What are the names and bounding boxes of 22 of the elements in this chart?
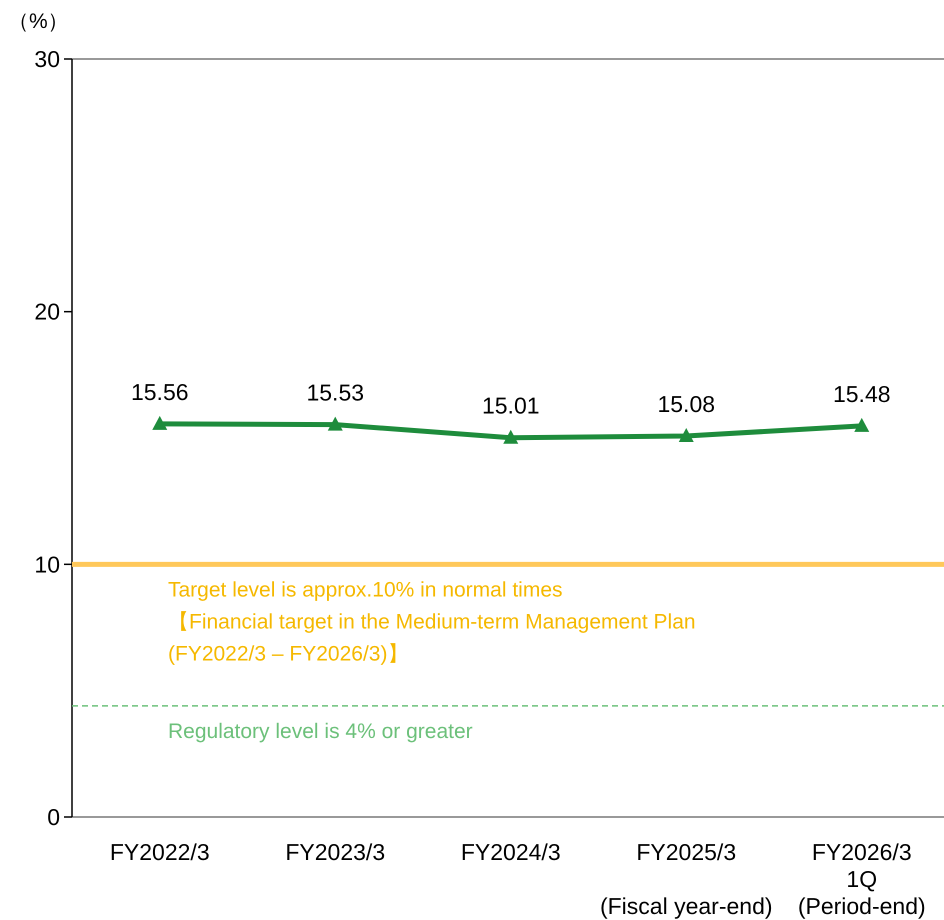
data-label: 15.01 bbox=[482, 392, 540, 419]
x-tick-label: FY2024/3 bbox=[460, 839, 561, 865]
point bbox=[328, 416, 343, 431]
data-label: 15.56 bbox=[130, 378, 189, 405]
x-tick-label: FY2022/3 bbox=[110, 839, 210, 865]
ref-line-label: Regulatory level is 4% or greater bbox=[168, 720, 473, 743]
x-tick-label: FY2026/3 1Q (Period-end) bbox=[798, 839, 926, 919]
data-label: 15.48 bbox=[832, 380, 891, 407]
data-label: 15.53 bbox=[306, 380, 364, 406]
ref-line-label: Target level is approx.10% in normal times 【Financial target in the Medium-term Management Plan (FY2022/3 – FY2026/3)】 bbox=[168, 578, 696, 666]
y-tick-label: 20 bbox=[34, 298, 60, 325]
category-label: FY2025/3 (Fiscal year-end) bbox=[600, 839, 773, 919]
y-tick-label: 30 bbox=[34, 46, 60, 72]
y-tick-label: 10 bbox=[34, 551, 60, 578]
y-axis-title: （%） bbox=[8, 10, 69, 33]
point bbox=[678, 428, 694, 442]
x-tick-label: FY2023/3 bbox=[285, 839, 386, 865]
point bbox=[152, 416, 168, 430]
data-label: 15.08 bbox=[657, 390, 716, 417]
y-tick-label: 0 bbox=[47, 804, 60, 830]
point bbox=[854, 418, 870, 432]
point bbox=[503, 430, 518, 444]
